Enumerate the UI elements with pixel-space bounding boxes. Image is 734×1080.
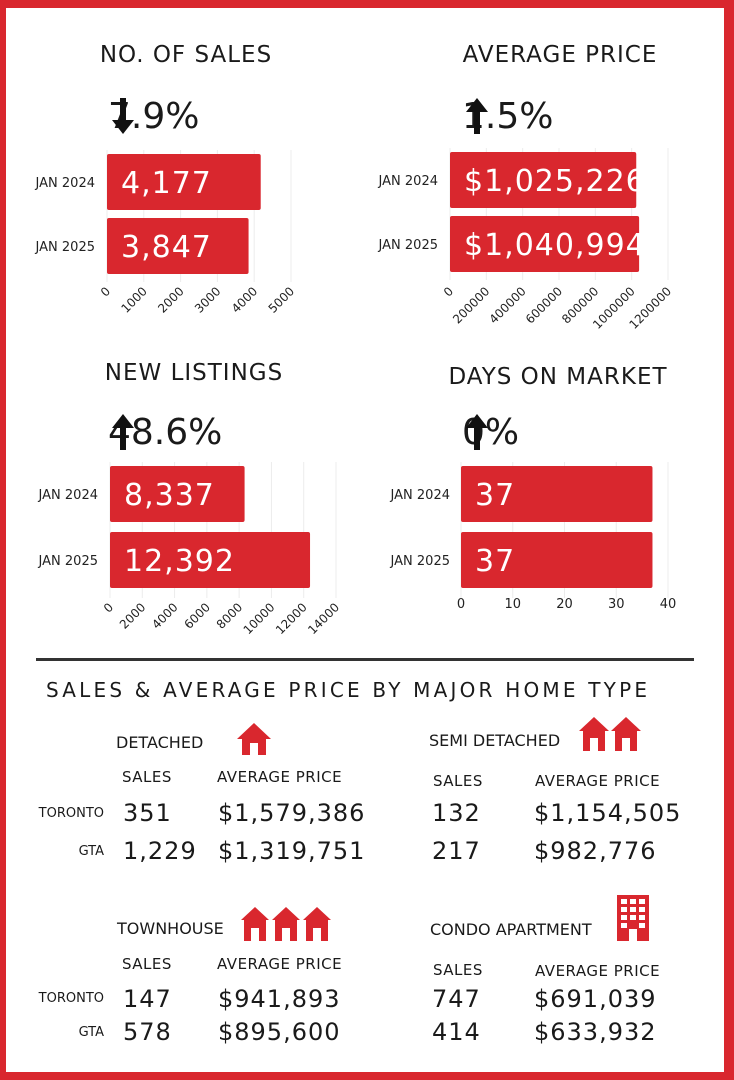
tick-label: 40	[660, 597, 677, 612]
row-label-toronto: TORONTO	[38, 806, 104, 821]
sales-value: 147	[123, 985, 172, 1013]
home-type-name: CONDO APARTMENT	[430, 920, 592, 939]
price-header: AVERAGE PRICE	[217, 955, 343, 973]
category-label: JAN 2024	[38, 488, 98, 503]
price-value: $895,600	[218, 1018, 341, 1046]
arrow-up-icon	[466, 98, 488, 134]
change-indicator: 48.6%	[108, 412, 222, 453]
category-label: JAN 2025	[390, 554, 450, 569]
semi-detached-icon	[579, 717, 641, 751]
home-type-name: SEMI DETACHED	[429, 731, 561, 750]
bar	[107, 154, 261, 210]
bar	[450, 216, 640, 272]
townhouse-icon	[241, 907, 331, 941]
chart-average-price: AVERAGE PRICE 1.5% $1,025,226 JAN 2024 $1,…	[0, 0, 734, 340]
price-value: $691,039	[534, 985, 657, 1013]
house-icon	[237, 723, 271, 755]
bar-value-label: 4,177	[121, 166, 212, 201]
row-label-gta: GTA	[78, 844, 104, 859]
sales-value: 578	[123, 1018, 172, 1046]
sales-value: 1,229	[123, 837, 197, 865]
bar-value-label: 37	[475, 544, 515, 579]
change-value: 48.6%	[108, 412, 223, 453]
tick-label: 0	[457, 597, 465, 612]
category-label: JAN 2024	[390, 488, 450, 503]
bar-plot: 37 JAN 2024 37 JAN 2025 0 10 20 30 40	[390, 462, 677, 612]
chart-days-on-market: DAYS ON MARKET 0% 37 JAN 2024 37 JAN 2025 0 1…	[390, 364, 677, 612]
sales-header: SALES	[433, 772, 483, 790]
chart-new-listings: NEW LISTINGS 48.6% 8,337 JAN 2024 12,392 JA…	[0, 0, 380, 650]
bar-value-label: $1,025,226	[464, 164, 646, 199]
chart-title: AVERAGE PRICE	[462, 42, 658, 68]
bar	[450, 152, 637, 208]
bar-value-label: 8,337	[124, 478, 215, 513]
arrow-up-icon	[466, 414, 488, 450]
change-indicator: 7.9%	[108, 96, 199, 137]
chart-title: NO. OF SALES	[99, 42, 273, 68]
sales-header: SALES	[433, 961, 483, 979]
bar	[107, 218, 249, 274]
change-indicator: 1.5%	[462, 96, 553, 137]
category-label: JAN 2024	[35, 176, 95, 191]
price-value: $941,893	[218, 985, 341, 1013]
chart-title: DAYS ON MARKET	[448, 364, 668, 390]
chart-title: NEW LISTINGS	[104, 360, 284, 386]
sales-value: 351	[123, 799, 172, 827]
bar	[110, 532, 311, 588]
category-label: JAN 2025	[35, 240, 95, 255]
category-label: JAN 2025	[38, 554, 98, 569]
change-indicator: 0%	[462, 412, 519, 453]
price-header: AVERAGE PRICE	[217, 768, 343, 786]
price-value: $1,579,386	[218, 799, 366, 827]
bar	[461, 466, 653, 522]
tick-label: 10	[504, 597, 521, 612]
arrow-up-icon	[112, 414, 134, 450]
home-type-name: TOWNHOUSE	[117, 919, 224, 938]
price-value: $633,932	[534, 1018, 657, 1046]
section-divider	[36, 658, 694, 661]
bar-value-label: 3,847	[121, 230, 212, 265]
category-label: JAN 2024	[378, 174, 438, 189]
sales-value: 414	[432, 1018, 481, 1046]
price-header: AVERAGE PRICE	[535, 772, 661, 790]
arrow-down-icon	[112, 98, 134, 134]
row-label-gta: GTA	[78, 1025, 104, 1040]
sales-value: 747	[432, 985, 481, 1013]
sales-header: SALES	[122, 768, 172, 786]
price-value: $1,154,505	[534, 799, 682, 827]
bar-value-label: 37	[475, 478, 515, 513]
sales-header: SALES	[122, 955, 172, 973]
chart-no-of-sales: NO. OF SALES 7.9% 4,177 JAN 2024 3,847 JAN …	[0, 0, 360, 340]
price-header: AVERAGE PRICE	[535, 962, 661, 980]
tick-label: 30	[608, 597, 625, 612]
home-type-name: DETACHED	[116, 733, 204, 752]
bar-value-label: $1,040,994	[464, 228, 646, 263]
category-label: JAN 2025	[378, 238, 438, 253]
bar	[461, 532, 653, 588]
home-type-section-title: SALES & AVERAGE PRICE BY MAJOR HOME TYPE	[46, 678, 651, 702]
change-value: 0%	[462, 412, 520, 453]
price-value: $1,319,751	[218, 837, 366, 865]
condo-building-icon	[617, 895, 649, 941]
tick-label: 20	[556, 597, 573, 612]
sales-value: 217	[432, 837, 481, 865]
row-label-toronto: TORONTO	[38, 991, 104, 1006]
sales-value: 132	[432, 799, 481, 827]
bar	[110, 466, 245, 522]
bar-value-label: 12,392	[124, 544, 235, 579]
price-value: $982,776	[534, 837, 657, 865]
